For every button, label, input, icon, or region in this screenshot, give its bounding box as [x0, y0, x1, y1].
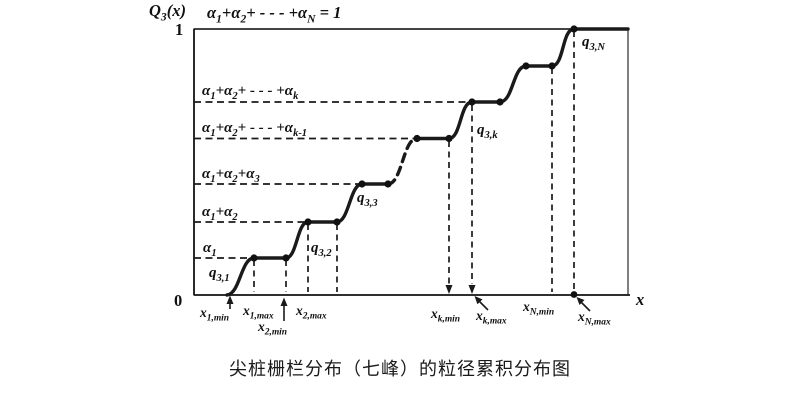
x-label-x1min: x1,min [200, 305, 230, 324]
x-label-x2max: x2,max [296, 303, 327, 322]
x-label-xkmin: xk,min [431, 306, 461, 325]
level-label-alpha-1: α1 [203, 240, 217, 259]
xkmax-pointer-arrow [478, 300, 489, 311]
x-boundary-dashlines [253, 31, 575, 292]
annotation-arrows [226, 285, 591, 321]
segment-label-q3N: q3,N [582, 34, 605, 53]
x-axis-title: x [636, 290, 645, 309]
figure-caption: 尖桩栅栏分布（七峰）的粒径累积分布图 [229, 359, 571, 380]
segment-label-q33: q3,3 [357, 190, 378, 209]
top-equation-label: α1+α2+ - - - +αN = 1 [207, 3, 342, 26]
curve-solid-lower [225, 182, 390, 297]
x-label-x1max: x1,max [243, 303, 274, 322]
segment-label-q3k: q3,k [477, 122, 498, 141]
level-label-alpha-12: α1+α2 [202, 204, 238, 223]
curve-solid-upper [415, 27, 630, 141]
segment-label-q32: q3,2 [311, 240, 332, 259]
level-label-alpha-123: α1+α2+α3 [202, 166, 260, 185]
xkmin-down-arrowhead [445, 285, 453, 294]
level-label-alpha-k-1: α1+α2+ - - - +αk-1 [202, 120, 308, 139]
xNmax-pointer-arrow [580, 301, 591, 312]
x-label-xNmin: xN,min [523, 299, 555, 318]
xNmax-axis-dot [570, 291, 578, 298]
level-label-alpha-k: α1+α2+ - - - +αk [202, 83, 299, 102]
segment-label-q31: q3,1 [209, 265, 230, 284]
curve-dots [250, 25, 578, 298]
y-tick-zero: 0 [174, 291, 183, 310]
level-dashlines [194, 101, 472, 259]
x-label-xNmax: xN,max [578, 309, 611, 328]
y-axis-title: Q3(x) [149, 1, 186, 24]
xkmax-down-arrowhead [468, 285, 476, 294]
curve-dashed-omitted [386, 136, 419, 186]
distribution-curve [225, 27, 630, 297]
x-label-x2min: x2,min [258, 319, 288, 338]
x-label-xkmax: xk,max [476, 308, 507, 327]
plot-box [193, 28, 630, 296]
y-tick-one: 1 [175, 20, 184, 39]
